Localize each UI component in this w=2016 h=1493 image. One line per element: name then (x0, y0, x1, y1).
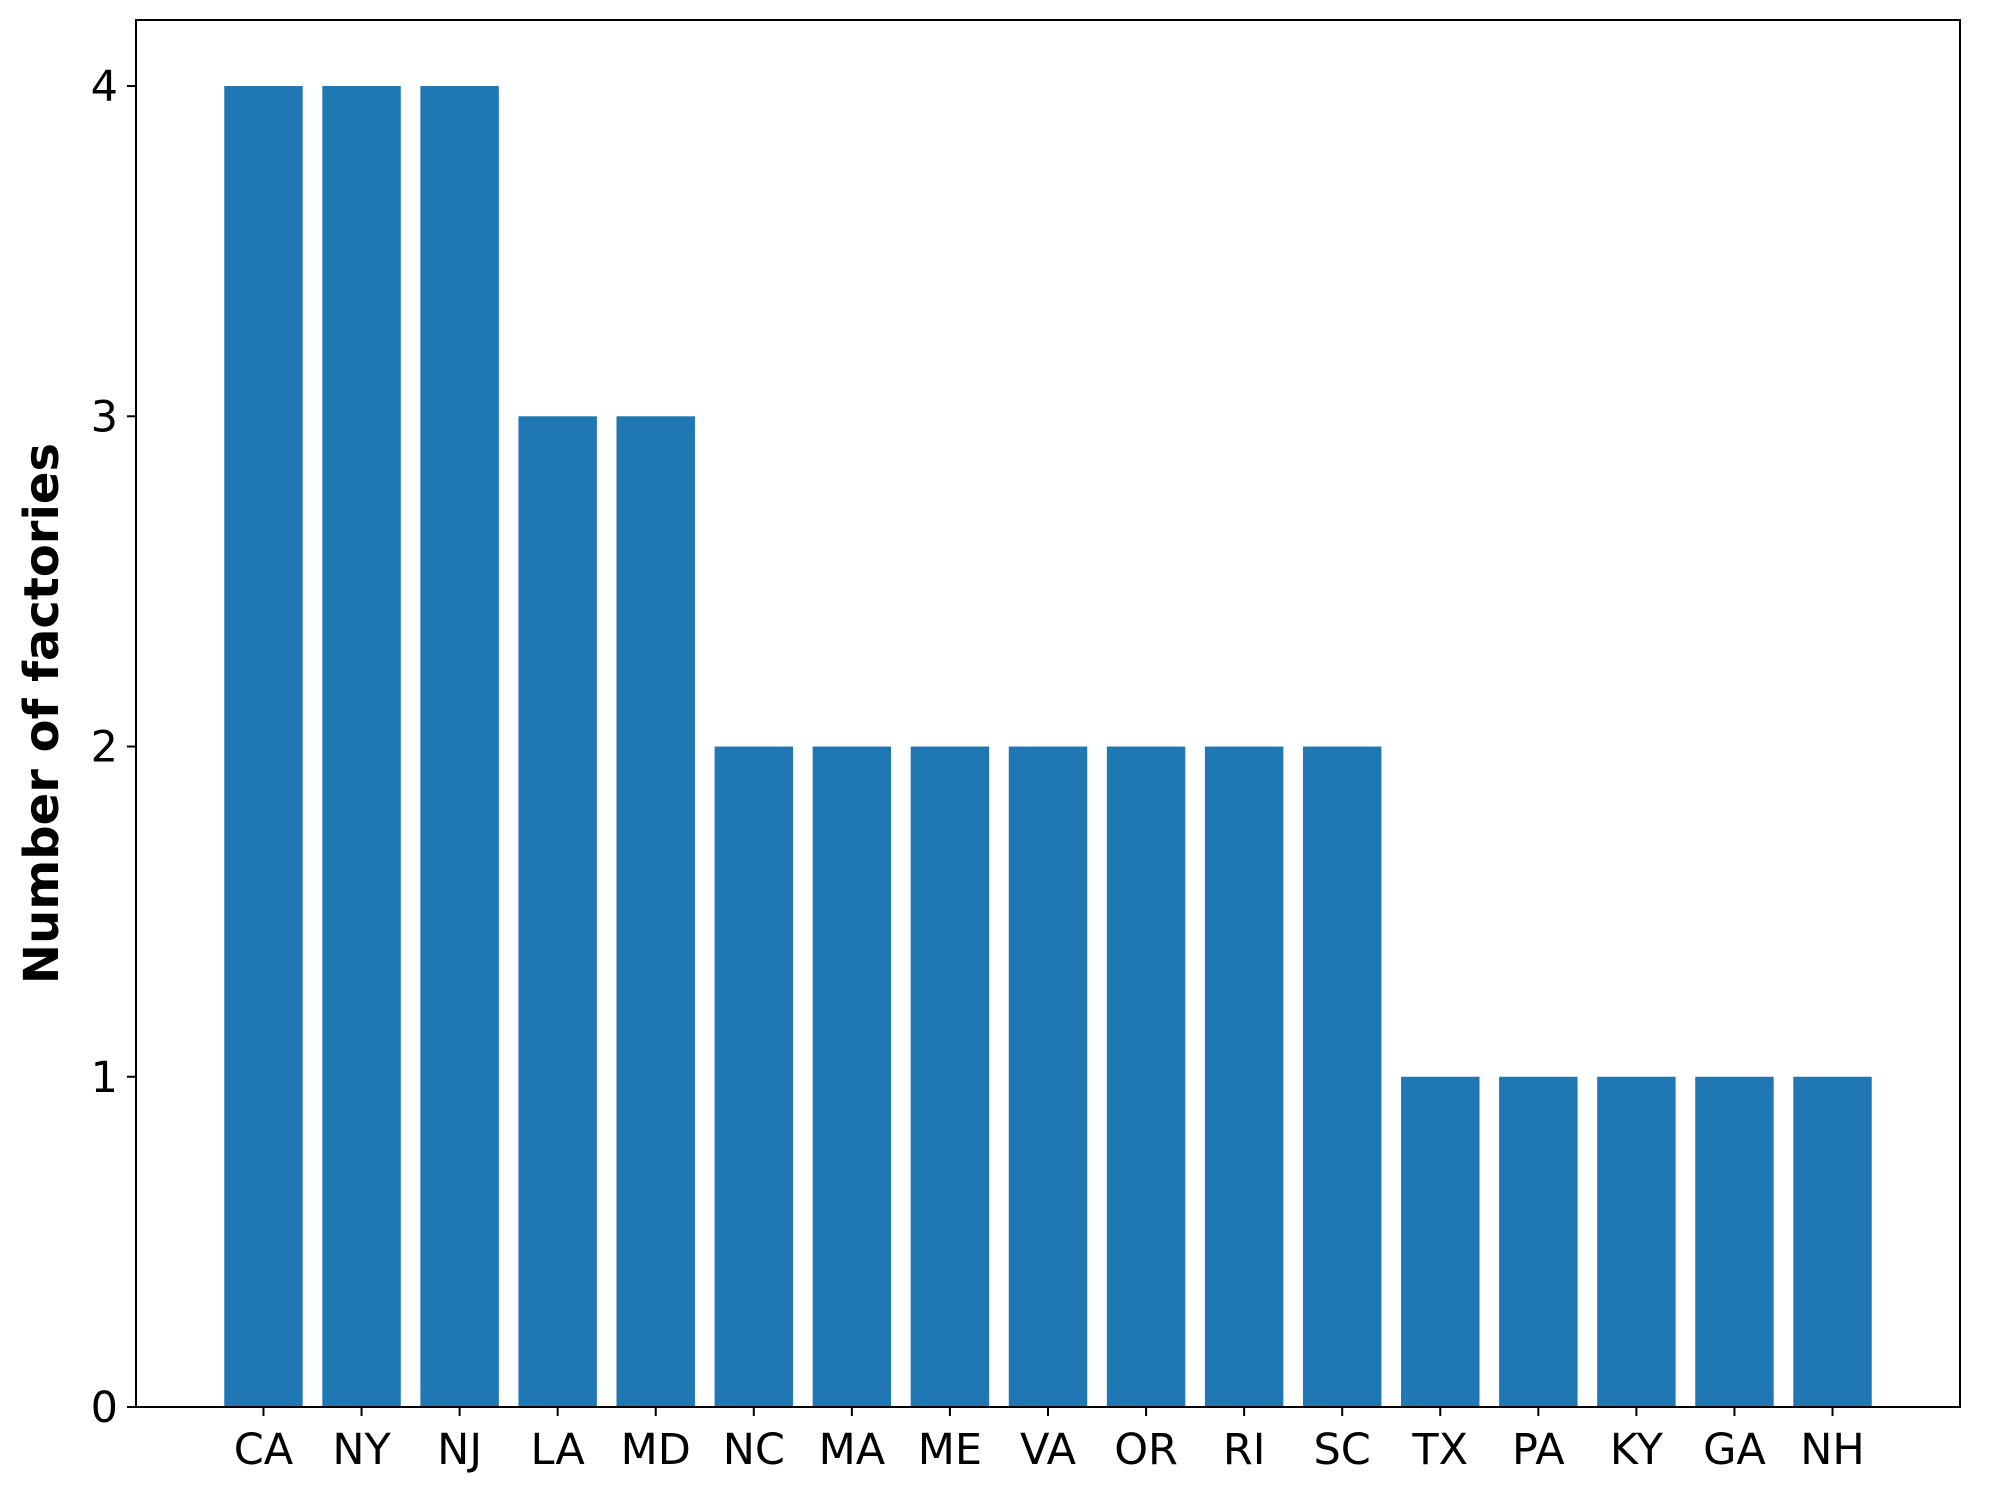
x-tick-label: MD (621, 1425, 691, 1475)
bar-ca (224, 86, 303, 1408)
x-tick-label: KY (1610, 1425, 1664, 1475)
x-tick-label: GA (1703, 1425, 1766, 1475)
x-tick-label: MA (819, 1425, 886, 1475)
y-tick-label: 2 (91, 723, 118, 773)
y-tick-label: 0 (91, 1383, 118, 1433)
x-tick-label: TX (1411, 1425, 1468, 1475)
y-axis: 0 1 2 3 4 (91, 62, 136, 1433)
x-tick-label: ME (918, 1425, 982, 1475)
bar-tx (1401, 1076, 1480, 1407)
y-tick-label: 3 (91, 392, 118, 442)
y-axis-label: Number of factories (14, 443, 70, 984)
bar-nj (420, 86, 499, 1408)
x-tick-label: NJ (437, 1425, 482, 1475)
x-tick-label: OR (1114, 1425, 1178, 1475)
x-tick-label: VA (1020, 1425, 1077, 1475)
bar-ma (812, 746, 892, 1407)
bar-or (1106, 746, 1186, 1407)
x-tick-label: CA (234, 1425, 294, 1475)
x-tick-label: SC (1314, 1425, 1371, 1475)
bar-ga (1695, 1076, 1774, 1407)
bar-va (1008, 746, 1088, 1407)
x-tick-label: NC (723, 1425, 785, 1475)
x-tick-label: LA (530, 1425, 585, 1475)
bar-ny (322, 86, 401, 1408)
bars-group (224, 86, 1872, 1408)
bar-ri (1204, 746, 1284, 1407)
x-tick-label: PA (1512, 1425, 1565, 1475)
bar-me (910, 746, 990, 1407)
bar-sc (1302, 746, 1382, 1407)
x-axis: CA NY NJ LA MD NC MA ME VA OR RI SC TX PA KY GA NH (234, 1407, 1865, 1475)
x-tick-label: NH (1800, 1425, 1865, 1475)
bar-ky (1597, 1076, 1676, 1407)
x-tick-label: NY (332, 1425, 391, 1475)
bar-nh (1793, 1076, 1872, 1407)
bar-md (616, 416, 695, 1407)
bar-la (518, 416, 597, 1407)
bar-nc (714, 746, 794, 1407)
bar-pa (1499, 1076, 1578, 1407)
x-tick-label: RI (1223, 1425, 1266, 1475)
y-tick-label: 4 (91, 62, 118, 112)
y-tick-label: 1 (91, 1053, 118, 1103)
